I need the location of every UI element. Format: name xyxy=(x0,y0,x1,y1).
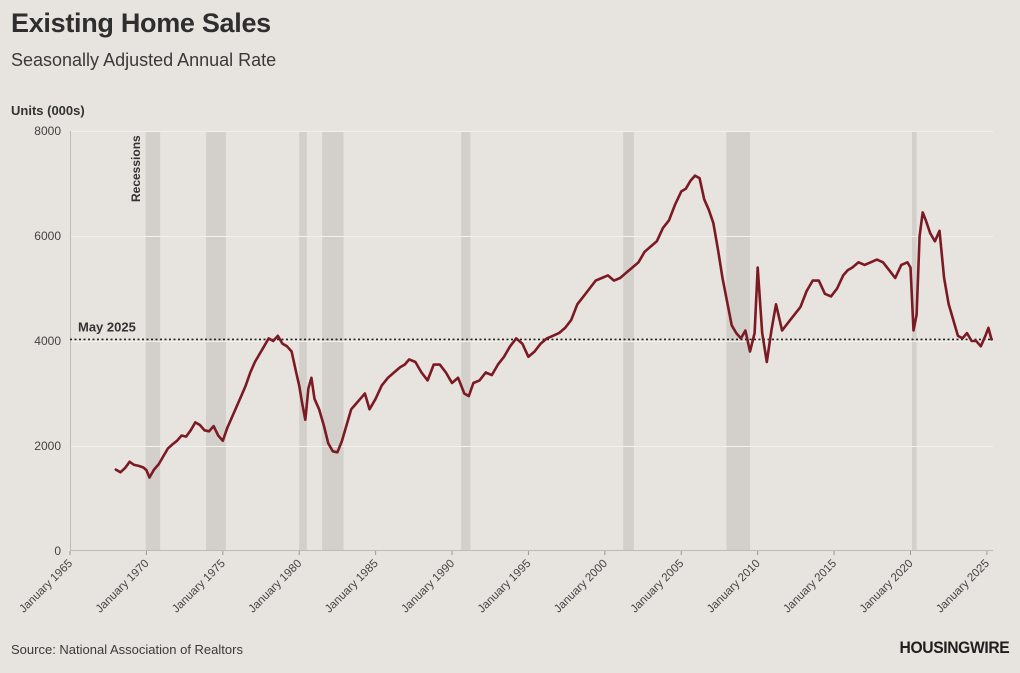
chart-subtitle: Seasonally Adjusted Annual Rate xyxy=(11,50,277,70)
y-tick-label-8000: 8000 xyxy=(34,124,61,138)
x-tick-label-2005: January 2005 xyxy=(629,558,687,616)
y-axis-label: Units (000s) xyxy=(11,103,85,118)
x-ticks: January 1965 January 1970 January 1975 Janu… xyxy=(17,551,992,615)
gridlines xyxy=(70,131,993,447)
x-tick-label-2010: January 2010 xyxy=(705,558,763,616)
x-tick-label-1965: January 1965 xyxy=(17,558,75,616)
source-note: Source: National Association of Realtors xyxy=(11,642,243,657)
x-tick-label-1975: January 1975 xyxy=(170,558,228,616)
x-tick-label-1985: January 1985 xyxy=(323,558,381,616)
x-tick-label-2015: January 2015 xyxy=(781,558,839,616)
x-tick-label-2020: January 2020 xyxy=(858,558,916,616)
x-tick-label-1995: January 1995 xyxy=(476,558,534,616)
series-line-existing-home-sales xyxy=(114,174,993,479)
y-tick-label-0: 0 xyxy=(54,544,61,558)
x-tick-label-1980: January 1980 xyxy=(247,558,305,616)
y-tick-label-6000: 6000 xyxy=(34,229,61,243)
recession-label: Recessions xyxy=(129,135,143,202)
housingwire-logo: HOUSINGWIRE xyxy=(899,638,1009,657)
x-tick-label-1970: January 1970 xyxy=(94,558,152,616)
reference-line-group: May 2025 xyxy=(70,319,993,341)
reference-label: May 2025 xyxy=(78,319,136,334)
axes xyxy=(70,131,993,551)
chart-title: Existing Home Sales xyxy=(11,8,271,38)
x-tick-label-2000: January 2000 xyxy=(552,558,610,616)
x-tick-label-1990: January 1990 xyxy=(399,558,457,616)
y-tick-label-4000: 4000 xyxy=(34,334,61,348)
x-tick-label-2025: January 2025 xyxy=(934,558,992,616)
y-ticks: 0 2000 4000 6000 8000 xyxy=(34,124,61,558)
y-tick-label-2000: 2000 xyxy=(34,439,61,453)
